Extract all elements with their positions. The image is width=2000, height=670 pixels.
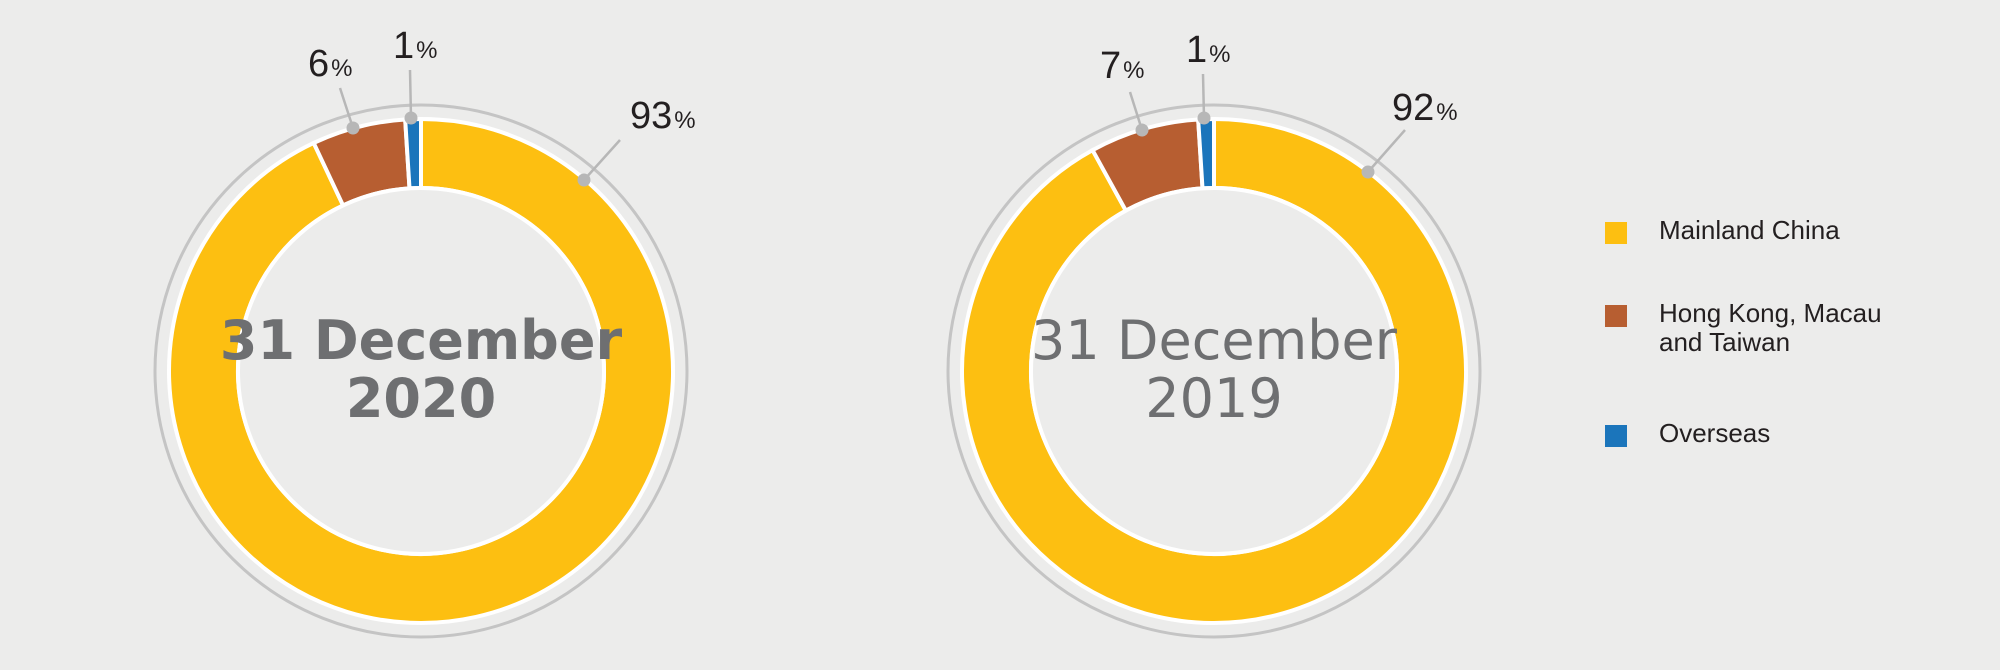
data-label-percent: % <box>416 37 437 64</box>
legend-swatch-overseas <box>1605 425 1627 447</box>
legend-label: Overseas <box>1659 418 1771 448</box>
legend-label: Mainland China <box>1659 215 1840 245</box>
data-label-mainland-china: 93% <box>630 95 696 137</box>
data-label-value: 1 <box>393 25 414 67</box>
donut-hole <box>236 186 606 556</box>
leader-line-mainland-china <box>583 139 621 181</box>
data-label-value: 7 <box>1100 45 1121 87</box>
leader-dot-hong-kong-macau-taiwan <box>346 121 360 135</box>
outer-ring <box>946 103 1482 639</box>
center-label-year: 2019 <box>1145 367 1282 430</box>
data-label-value: 1 <box>1186 29 1207 71</box>
leader-line-overseas <box>1201 73 1206 119</box>
data-label-percent: % <box>1123 57 1144 84</box>
leader-dot-hong-kong-macau-taiwan <box>1135 123 1149 137</box>
outer-ring <box>153 103 689 639</box>
leader-line-hong-kong-macau-taiwan <box>1128 91 1144 131</box>
legend-label: Hong Kong, Macau and Taiwan <box>1659 298 1882 357</box>
data-label-hong-kong-macau-taiwan: 6% <box>308 43 352 85</box>
leader-line-hong-kong-macau-taiwan <box>338 87 355 129</box>
legend-swatch-hong-kong-macau-taiwan <box>1605 305 1627 327</box>
center-label-date: 31 December <box>1031 309 1398 372</box>
data-label-value: 92 <box>1392 87 1434 129</box>
data-label-hong-kong-macau-taiwan: 7% <box>1100 45 1144 87</box>
leader-dot-overseas <box>1197 111 1211 125</box>
data-label-percent: % <box>674 107 695 134</box>
data-label-overseas: 1% <box>1186 29 1230 71</box>
leader-dot-mainland-china <box>577 173 591 187</box>
data-label-overseas: 1% <box>393 25 437 67</box>
data-label-percent: % <box>331 55 352 82</box>
data-label-value: 6 <box>308 43 329 85</box>
center-label-date: 31 December <box>220 309 623 372</box>
center-label-year: 2020 <box>346 367 496 430</box>
data-label-percent: % <box>1436 99 1457 126</box>
slice-overseas <box>403 116 423 191</box>
leader-dot-overseas <box>404 111 418 125</box>
slice-overseas <box>1196 116 1216 191</box>
leader-line-mainland-china <box>1367 129 1406 173</box>
leader-line-overseas <box>408 69 413 119</box>
donut-hole <box>1029 186 1399 556</box>
legend-swatch-mainland-china <box>1605 222 1627 244</box>
leader-dot-mainland-china <box>1361 165 1375 179</box>
data-label-mainland-china: 92% <box>1392 87 1458 129</box>
data-label-value: 93 <box>630 95 672 137</box>
data-label-percent: % <box>1209 41 1230 68</box>
